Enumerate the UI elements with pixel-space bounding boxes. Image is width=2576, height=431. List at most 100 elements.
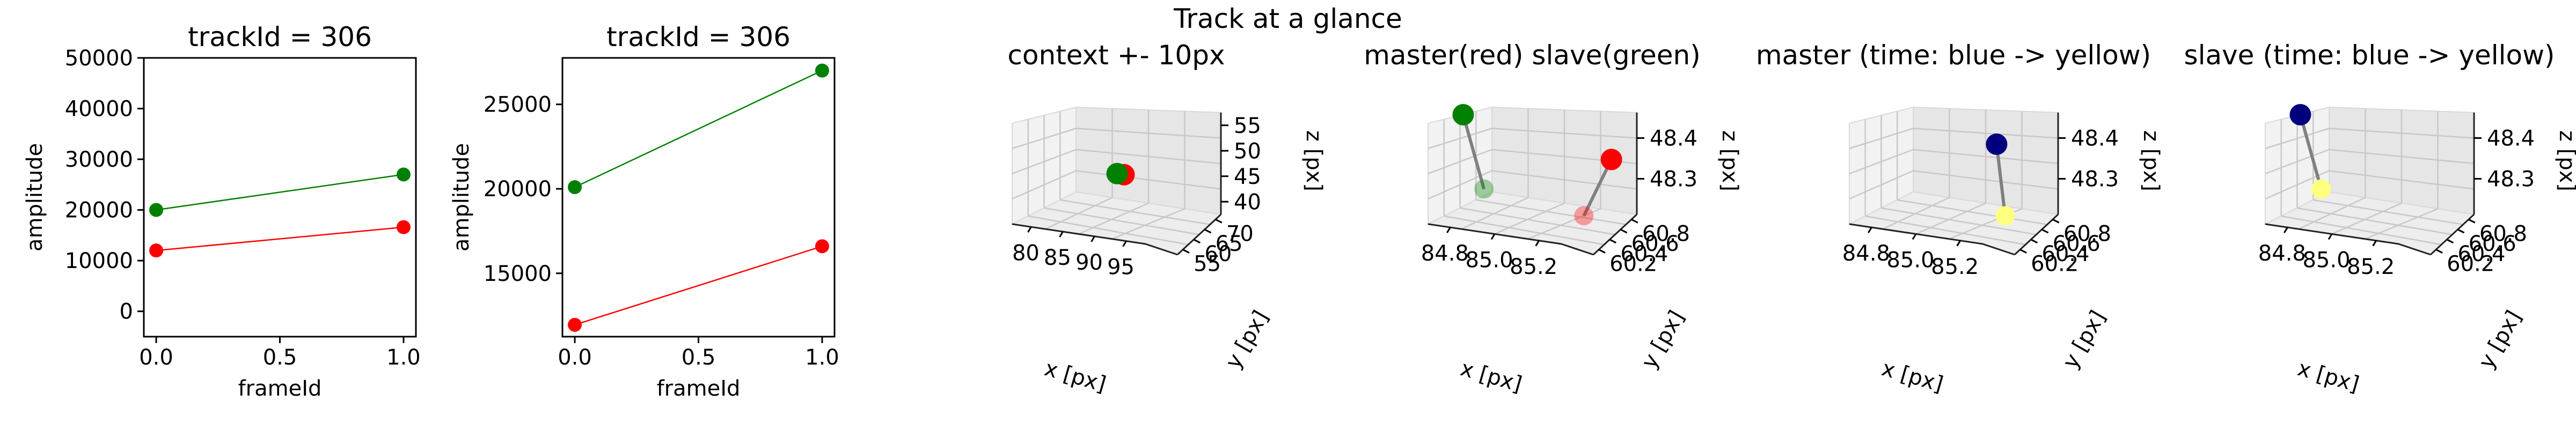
y-tick-label: 20000	[65, 198, 133, 223]
x-tick-mark	[1490, 233, 1496, 240]
y-tick-label: 60.2	[1609, 252, 1657, 277]
z-tick-label: 48.4	[2071, 127, 2119, 151]
grid-line	[1012, 170, 1221, 200]
charts: trackId = 306 0.0 0.5 1.0 0 10000 20000 30000 40…	[23, 21, 2576, 401]
y-tick-label: 60.6	[1631, 232, 1679, 256]
x-tick-mark	[2372, 240, 2377, 247]
grid-line	[2365, 208, 2438, 240]
chart-6: slave (time: blue -> yellow) 84.885.085.2…	[2184, 40, 2576, 397]
y-axis-label: y [px]	[1637, 306, 1689, 373]
data-point	[396, 220, 411, 234]
x-axis-label: x [px]	[1458, 356, 1525, 397]
grid-line	[1849, 170, 2059, 200]
y-tick-mark	[2468, 219, 2476, 224]
track-line	[1461, 114, 1486, 190]
grid-line	[1881, 207, 2037, 235]
chart-title: trackId = 306	[188, 21, 372, 53]
x-tick-mark	[1027, 226, 1032, 233]
x-tick-label: 1.0	[386, 345, 421, 370]
x-tick-mark	[1122, 240, 1127, 247]
x-tick-mark	[1535, 240, 1540, 247]
grid-line	[1444, 215, 1605, 246]
y-tick-label: 70	[1226, 221, 1254, 246]
y-axis-label: amplitude	[449, 143, 474, 251]
y-tick-mark	[1609, 239, 1617, 244]
x-tick-label: 85.2	[2347, 255, 2395, 279]
data-point	[2289, 104, 2311, 125]
grid-line	[1915, 202, 1986, 235]
x-tick-label: 85.0	[1886, 248, 1934, 273]
y-tick-mark	[2435, 249, 2443, 254]
z-tick-label: 48.3	[2071, 167, 2119, 192]
y-axis-label: y [px]	[1221, 306, 1274, 373]
y-tick-label: 60.6	[2469, 232, 2516, 256]
data-point	[1106, 162, 1128, 184]
grid-line	[1865, 215, 2026, 246]
y-tick-mark	[1215, 219, 1223, 224]
grid-line	[2281, 215, 2442, 246]
y-tick-label: 0	[120, 300, 133, 324]
z-axis-label: z [px]	[1301, 130, 1326, 191]
y-tick-label: 50000	[65, 46, 133, 71]
series-line	[156, 174, 404, 211]
data-point	[568, 317, 582, 332]
y-tick-label: 65	[1216, 232, 1243, 256]
x-tick-label: 85.2	[1510, 255, 1557, 279]
grid-line	[1044, 207, 1199, 235]
track-line	[1995, 144, 2007, 216]
y-tick-label: 15000	[484, 262, 552, 286]
x-tick-label: 85.0	[1465, 248, 1513, 273]
x-tick-label: 84.8	[1842, 241, 1890, 266]
grid-line	[2331, 202, 2402, 235]
grid-line	[1849, 148, 2059, 175]
data-point	[149, 203, 164, 217]
data-point	[1995, 206, 2015, 226]
grid-line	[1111, 208, 1185, 240]
y-tick-mark	[2019, 249, 2027, 254]
chart-1: trackId = 306 0.0 0.5 1.0 0 10000 20000 30000 40…	[23, 21, 421, 401]
x-tick-mark	[1912, 233, 1917, 240]
series-line	[574, 246, 823, 326]
z-tick-label: 48.3	[2487, 167, 2535, 192]
x-axis-label: x [px]	[1879, 356, 1946, 397]
track-line	[2299, 114, 2323, 190]
data-point	[1986, 133, 2008, 155]
x-axis-edge	[1849, 223, 2015, 256]
data-point	[396, 167, 411, 182]
y-tick-mark	[1182, 249, 1190, 254]
y-axis-edge	[1592, 213, 1638, 256]
x-axis-label: frameId	[238, 376, 322, 401]
x-axis-label: x [px]	[2295, 356, 2362, 397]
chart-title: trackId = 306	[606, 21, 791, 53]
z-tick-label: 48.4	[1650, 127, 1697, 151]
y-tick-mark	[2041, 228, 2049, 234]
y-tick-mark	[1631, 219, 1638, 224]
z-tick-label: 45	[1234, 165, 1261, 189]
y-tick-label: 10000	[65, 249, 133, 273]
grid-line	[1012, 128, 1221, 150]
x-tick-label: 80	[1012, 241, 1040, 265]
z-axis-label: z [px]	[2139, 130, 2163, 191]
plot-frame	[561, 57, 836, 338]
series-line	[574, 70, 823, 188]
y-axis-edge	[2014, 213, 2059, 256]
grid-line	[1527, 208, 1601, 240]
y-axis-edge	[2429, 213, 2475, 256]
chart-title: master (time: blue -> yellow)	[1756, 40, 2151, 71]
y-tick-label: 20000	[484, 177, 552, 202]
data-point	[1600, 148, 1622, 170]
grid-line	[1028, 215, 1189, 246]
grid-line	[2313, 199, 2463, 225]
data-point	[815, 239, 829, 254]
y-tick-label: 60.4	[1620, 242, 1668, 266]
y-tick-label: 40000	[65, 97, 133, 122]
chart-title: master(red) slave(green)	[1364, 40, 1701, 71]
grid-line	[2265, 148, 2475, 175]
x-axis-edge	[2265, 223, 2431, 256]
z-axis-label: z [px]	[2555, 130, 2576, 191]
y-tick-label: 60.8	[1642, 221, 1690, 246]
chart-5: master (time: blue -> yellow) 84.885.085.…	[1756, 40, 2163, 397]
x-tick-label: 84.8	[2258, 241, 2306, 266]
y-tick-label: 60.8	[2063, 221, 2111, 246]
